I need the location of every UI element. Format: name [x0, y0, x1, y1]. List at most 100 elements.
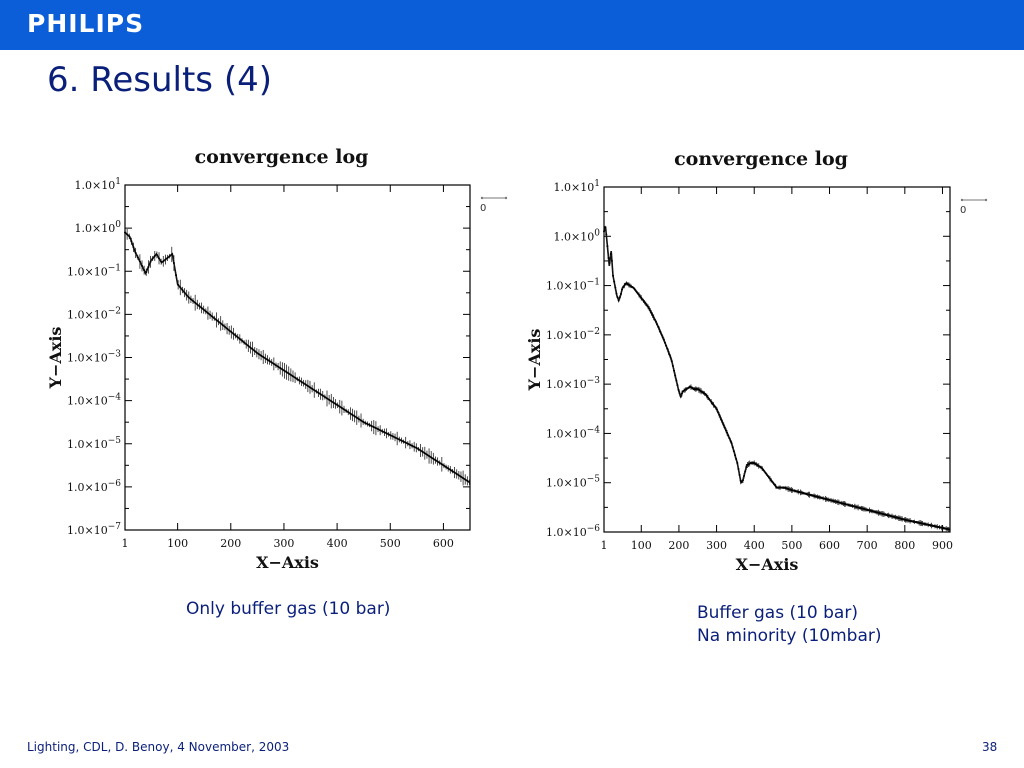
data-point: [132, 246, 135, 249]
data-point: [347, 411, 350, 414]
data-point: [283, 369, 286, 372]
data-point: [202, 308, 205, 311]
data-point: [170, 253, 173, 256]
y-tick-label: 1.0×10−6: [546, 524, 600, 539]
data-point: [145, 271, 148, 274]
data-point: [343, 408, 346, 411]
data-point: [243, 341, 246, 344]
data-point: [763, 470, 766, 473]
data-point: [674, 374, 677, 377]
data-point: [264, 357, 267, 360]
data-point: [738, 473, 741, 476]
data-point: [251, 348, 254, 351]
data-point: [623, 284, 626, 287]
data-point: [274, 364, 277, 367]
convergence-chart-right: convergence log 1 100 200 300 400 500 600 700 800…: [525, 148, 988, 574]
data-point: [298, 379, 301, 382]
legend-marker: [960, 198, 964, 202]
data-point: [717, 411, 720, 414]
legend-label: 0: [960, 205, 966, 216]
data-point: [330, 400, 333, 403]
data-point: [445, 466, 448, 469]
data-point: [387, 433, 390, 436]
x-tick-label: 200: [668, 539, 689, 552]
data-point: [673, 369, 676, 372]
data-point: [262, 355, 265, 358]
y-tick-label: 1.0×10−5: [546, 475, 600, 490]
series-line: [603, 226, 951, 531]
data-point: [143, 269, 146, 272]
data-point: [383, 431, 386, 434]
data-point: [192, 300, 195, 303]
data-point: [676, 384, 679, 387]
data-point: [609, 253, 612, 256]
data-point: [362, 420, 365, 423]
data-point: [455, 472, 458, 475]
data-point: [710, 400, 713, 403]
data-point: [404, 441, 407, 444]
data-point: [649, 309, 652, 312]
data-point: [368, 424, 371, 427]
data-point: [419, 449, 422, 452]
data-point: [374, 427, 377, 430]
data-point: [638, 293, 641, 296]
data-point: [355, 416, 358, 419]
data-point: [644, 302, 647, 305]
data-point: [614, 286, 617, 289]
data-point: [462, 477, 465, 480]
data-point: [425, 453, 428, 456]
data-point: [610, 259, 613, 262]
data-point: [737, 467, 740, 470]
data-point: [240, 339, 243, 342]
data-point: [741, 479, 744, 482]
data-point: [720, 418, 723, 421]
data-point: [317, 391, 320, 394]
data-point: [744, 470, 747, 473]
data-point: [633, 288, 636, 291]
data-point: [266, 358, 269, 361]
data-point: [731, 446, 734, 449]
x-tick-label: 800: [894, 539, 915, 552]
data-point: [277, 365, 280, 368]
y-tick-label: 1.0×10−2: [546, 327, 600, 342]
data-point: [641, 298, 644, 301]
data-point: [765, 473, 768, 476]
legend-label: 0: [480, 203, 486, 214]
data-point: [662, 338, 665, 341]
data-point: [715, 408, 718, 411]
data-point: [326, 397, 329, 400]
data-point: [451, 470, 454, 473]
data-point: [708, 397, 711, 400]
data-point: [430, 456, 433, 459]
y-axis-label: Y−Axis: [525, 329, 544, 392]
data-point: [200, 306, 203, 309]
data-point: [304, 383, 307, 386]
page-number: 38: [982, 740, 998, 754]
data-point: [400, 439, 403, 442]
legend-marker: [480, 196, 484, 200]
y-tick-label: 1.0×100: [554, 228, 601, 243]
data-point: [357, 418, 360, 421]
data-point: [734, 454, 737, 457]
data-point: [238, 337, 241, 340]
data-point: [706, 396, 709, 399]
data-point: [464, 478, 467, 481]
data-point: [345, 409, 348, 412]
data-point: [334, 402, 337, 405]
header-bar: PHILIPS: [0, 0, 1024, 50]
data-point: [718, 413, 721, 416]
data-point: [323, 396, 326, 399]
plot-frame: [603, 186, 951, 533]
data-point: [413, 445, 416, 448]
data-point: [612, 274, 615, 277]
x-tick-label: 500: [380, 537, 401, 550]
caption-right: Buffer gas (10 bar) Na minority (10mbar): [697, 602, 882, 648]
data-point: [236, 336, 239, 339]
y-tick-label: 1.0×101: [75, 177, 121, 192]
data-point: [226, 327, 229, 330]
data-point: [230, 331, 233, 334]
data-point: [761, 467, 764, 470]
caption-left: Only buffer gas (10 bar): [186, 598, 390, 621]
data-point: [675, 379, 678, 382]
data-point: [204, 310, 207, 313]
